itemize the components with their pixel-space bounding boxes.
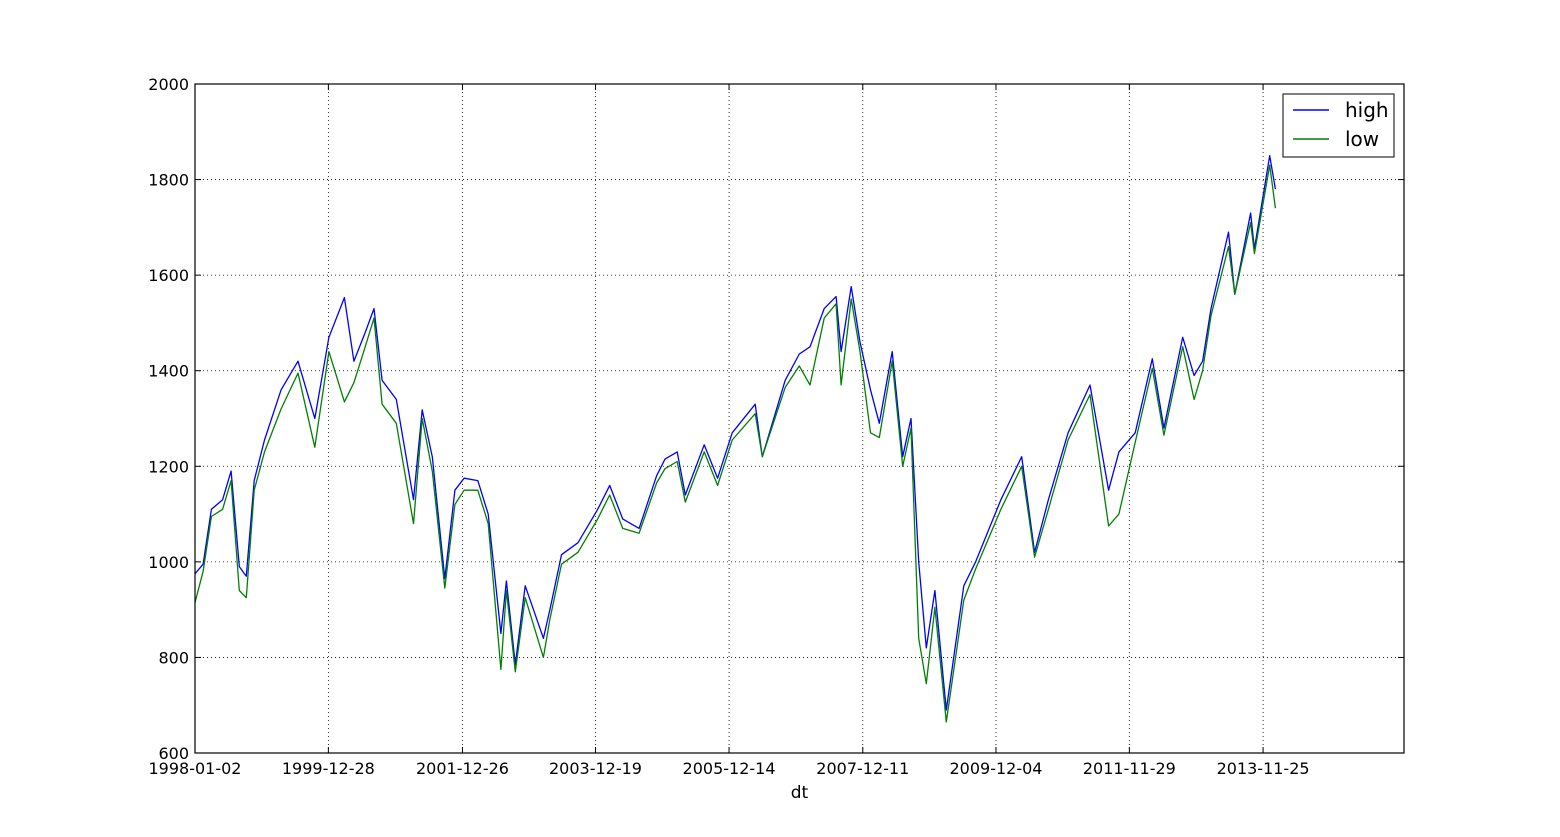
x-tick-label: 2009-12-04 [949,759,1042,778]
legend-label-high: high [1345,98,1389,122]
series-line-low [194,164,1277,723]
x-tick-label: 2003-12-19 [549,759,642,778]
y-tick-label: 1000 [148,553,189,572]
legend-box [1282,93,1395,158]
x-tick-label: 2007-12-11 [816,759,909,778]
x-axis-label: dt [791,783,809,803]
y-tick-label: 1800 [148,171,189,190]
x-tick-label: 1999-12-28 [282,759,375,778]
x-tick-label: 2013-11-25 [1217,759,1310,778]
legend-label-low: low [1345,127,1379,151]
x-tick-label: 2011-11-29 [1083,759,1176,778]
x-tick-label: 2001-12-26 [416,759,509,778]
legend: high low [1282,93,1395,158]
y-tick-label: 600 [158,744,189,763]
y-tick-label: 800 [158,648,189,667]
y-tick-label: 1400 [148,362,189,381]
plot-frame [194,83,1405,754]
series-layer [194,155,1277,723]
y-tick-label: 2000 [148,75,189,94]
x-tick-label: 1998-01-02 [149,759,242,778]
series-line-high [194,155,1277,711]
y-tick-label: 1600 [148,266,189,285]
y-tick-label: 1200 [148,457,189,476]
axes-layer: 600 800 1000 1200 1400 1600 1800 2000 1998-01-02… [148,75,1404,778]
x-tick-label: 2005-12-14 [683,759,776,778]
